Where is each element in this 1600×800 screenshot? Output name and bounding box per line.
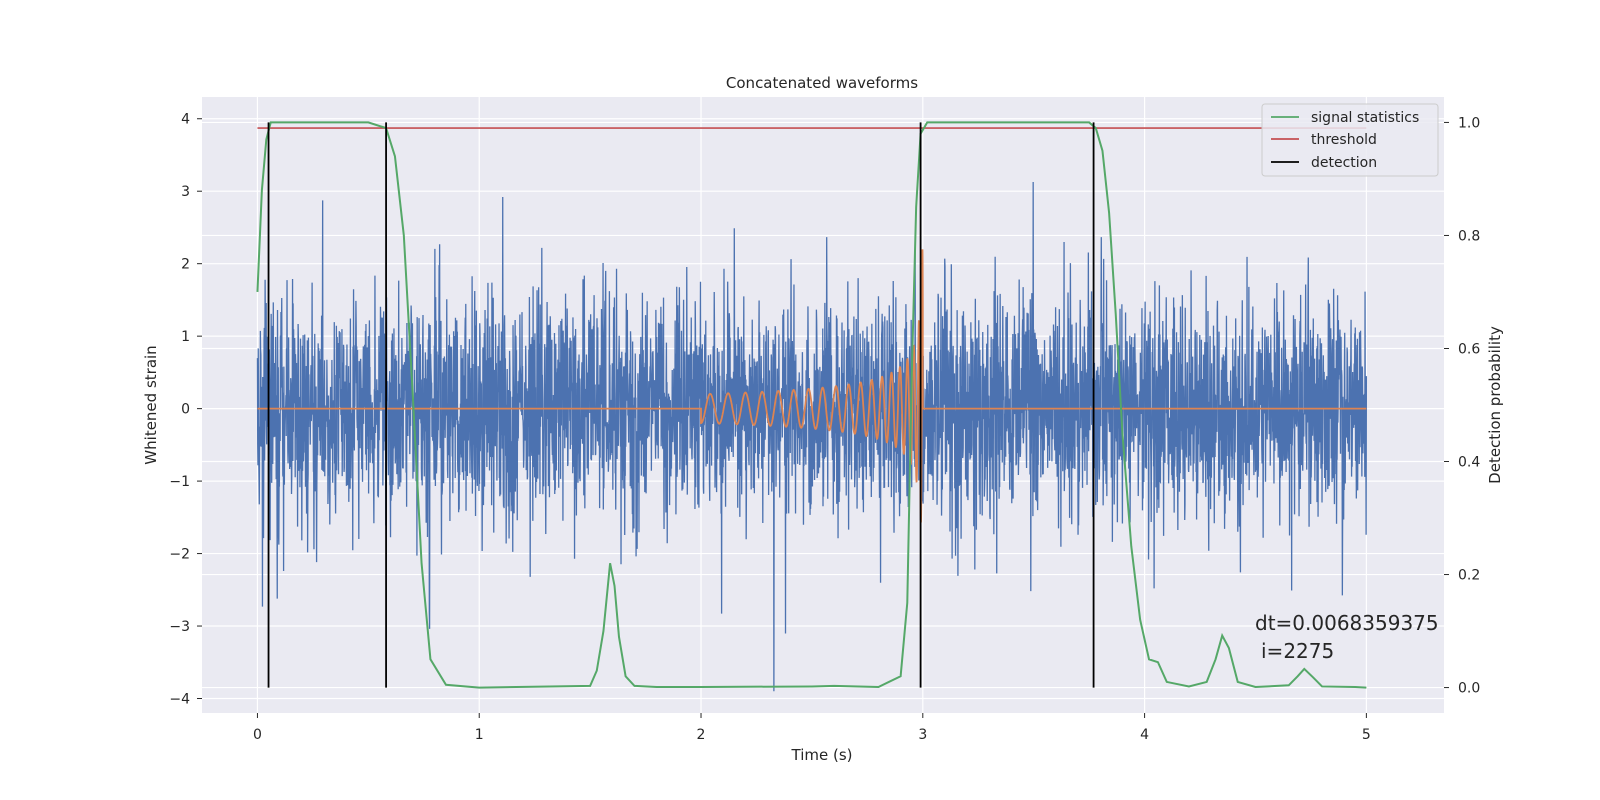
x-axis-label: Time (s) <box>791 746 853 764</box>
y-axis-label-right: Detection probability <box>1486 326 1504 484</box>
y-tick-label: −4 <box>169 692 190 708</box>
y-tick-label: −2 <box>169 547 190 563</box>
x-tick-label: 4 <box>1140 727 1149 743</box>
chart-title: Concatenated waveforms <box>726 74 918 92</box>
legend-label-threshold: threshold <box>1311 132 1377 148</box>
x-tick-label: 3 <box>918 727 927 743</box>
legend: signal statistics threshold detection <box>1261 103 1439 177</box>
x-tick-label: 1 <box>475 727 484 743</box>
y-tick-label: −1 <box>169 474 190 490</box>
detection-layer <box>267 122 1095 688</box>
x-tick-label: 0 <box>253 727 262 743</box>
y-right-tick-label: 0.4 <box>1458 455 1480 471</box>
y-right-tick-label: 1.0 <box>1458 115 1480 131</box>
annotation-i: i=2275 <box>1261 639 1334 663</box>
y-right-tick-label: 0.2 <box>1458 568 1480 584</box>
y-tick-label: −3 <box>169 619 190 635</box>
legend-label-signal-statistics: signal statistics <box>1311 110 1419 126</box>
y-tick-label: 2 <box>181 257 190 273</box>
x-tick-label: 5 <box>1362 727 1371 743</box>
y-tick-label: 0 <box>181 402 190 418</box>
x-tick-label: 2 <box>697 727 706 743</box>
y-right-tick-label: 0.6 <box>1458 341 1480 357</box>
y-right-tick-label: 0.0 <box>1458 681 1480 697</box>
data-layer <box>256 121 1368 692</box>
annotation-dt: dt=0.0068359375 <box>1255 611 1439 635</box>
legend-label-detection: detection <box>1311 155 1377 171</box>
template-series-line <box>257 249 1367 523</box>
y-tick-label: 3 <box>181 184 190 200</box>
y-right-tick-label: 0.8 <box>1458 228 1480 244</box>
ticks: 0 1 2 3 4 5 −4 −3 −2 −1 0 1 2 3 4 0.0 0.2 0.4 0.6 0.8 1.0 <box>169 112 1480 743</box>
y-tick-label: 4 <box>181 112 190 128</box>
y-axis-label: Whitened strain <box>142 345 160 464</box>
y-tick-label: 1 <box>181 329 190 345</box>
strain-series-line <box>256 182 1368 692</box>
legend-box <box>1261 103 1439 177</box>
signal-statistics-series-line <box>256 121 1367 689</box>
